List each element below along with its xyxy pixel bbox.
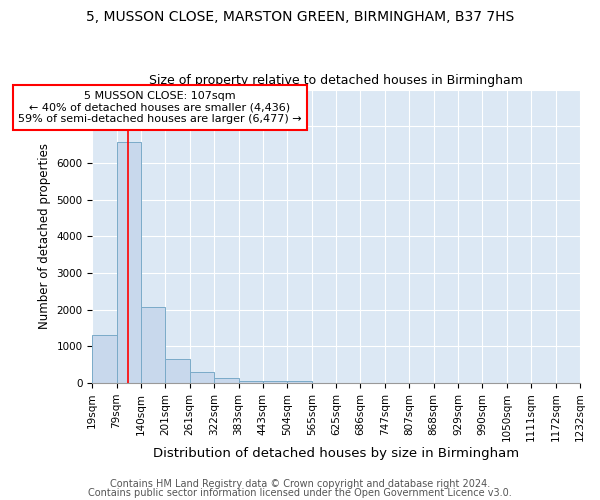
Bar bbox=[287, 380, 311, 383]
Bar bbox=[116, 142, 141, 383]
Bar bbox=[166, 360, 190, 383]
Bar bbox=[141, 306, 166, 383]
Text: Contains public sector information licensed under the Open Government Licence v3: Contains public sector information licen… bbox=[88, 488, 512, 498]
Bar bbox=[92, 335, 116, 383]
Bar bbox=[263, 381, 287, 383]
X-axis label: Distribution of detached houses by size in Birmingham: Distribution of detached houses by size … bbox=[153, 447, 519, 460]
Bar bbox=[214, 378, 239, 383]
Title: Size of property relative to detached houses in Birmingham: Size of property relative to detached ho… bbox=[149, 74, 523, 87]
Text: 5 MUSSON CLOSE: 107sqm
← 40% of detached houses are smaller (4,436)
59% of semi-: 5 MUSSON CLOSE: 107sqm ← 40% of detached… bbox=[18, 91, 302, 124]
Text: Contains HM Land Registry data © Crown copyright and database right 2024.: Contains HM Land Registry data © Crown c… bbox=[110, 479, 490, 489]
Y-axis label: Number of detached properties: Number of detached properties bbox=[38, 144, 51, 330]
Bar bbox=[190, 372, 214, 383]
Text: 5, MUSSON CLOSE, MARSTON GREEN, BIRMINGHAM, B37 7HS: 5, MUSSON CLOSE, MARSTON GREEN, BIRMINGH… bbox=[86, 10, 514, 24]
Bar bbox=[239, 380, 263, 383]
